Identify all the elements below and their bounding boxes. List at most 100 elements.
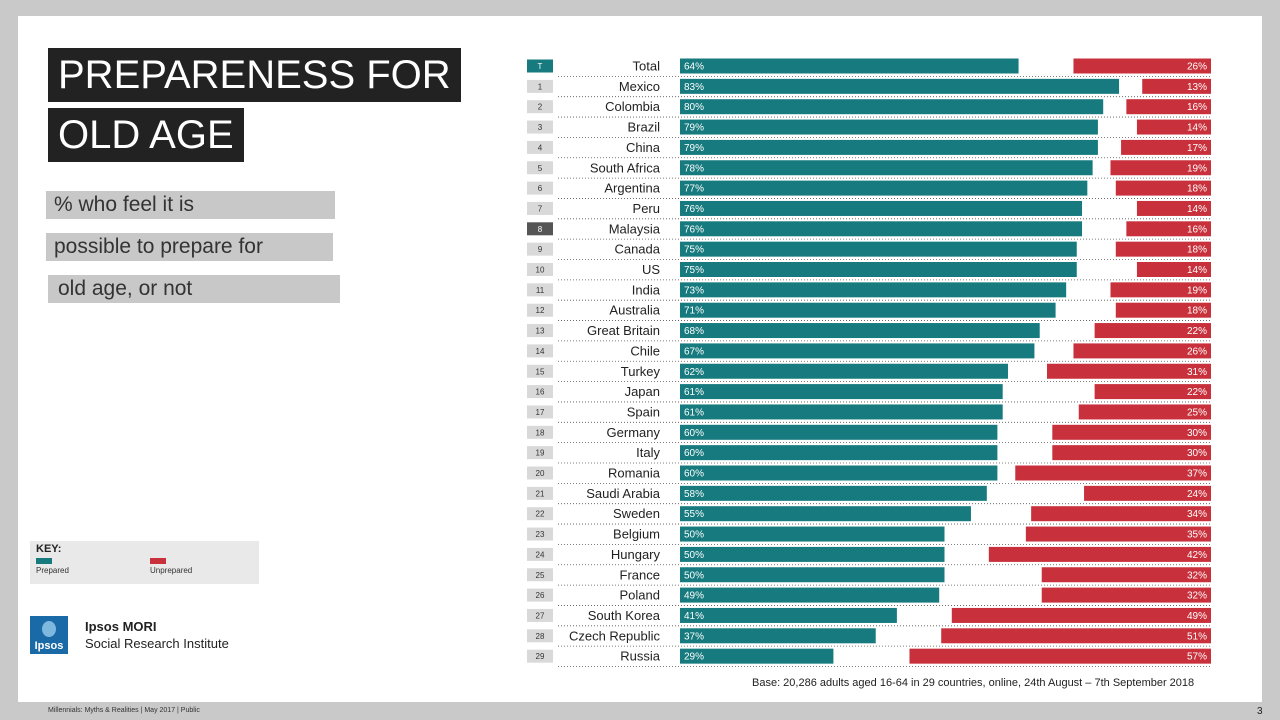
rank-badge xyxy=(527,425,553,439)
rank-label: 5 xyxy=(538,164,543,173)
bar-unprepared xyxy=(1078,404,1211,420)
value-label-unprepared: 51% xyxy=(1187,631,1207,642)
value-label-prepared: 58% xyxy=(684,489,704,500)
rank-label: 26 xyxy=(536,591,545,600)
rank-badge xyxy=(527,527,553,541)
rank-label: 2 xyxy=(538,103,543,112)
rank-badge xyxy=(527,507,553,521)
rank-label: 21 xyxy=(536,489,545,498)
bar-prepared xyxy=(680,58,1019,74)
footer-text: Millennials: Myths & Realities | May 201… xyxy=(48,707,200,714)
rank-label: 29 xyxy=(536,652,545,661)
rank-label: 16 xyxy=(536,388,545,397)
rank-badge xyxy=(527,100,553,114)
bar-prepared xyxy=(680,526,945,542)
rank-badge xyxy=(527,120,553,134)
legend: KEY: Prepared Unprepared xyxy=(30,541,259,584)
rank-label: 11 xyxy=(536,286,545,295)
value-label-unprepared: 25% xyxy=(1187,407,1207,418)
bar-prepared xyxy=(680,546,945,562)
value-label-prepared: 55% xyxy=(684,509,704,520)
subtitle-line-3: old age, or not xyxy=(48,275,340,303)
rank-label: 24 xyxy=(536,550,545,559)
value-label-unprepared: 19% xyxy=(1187,163,1207,174)
country-label: Poland xyxy=(620,588,660,603)
bar-unprepared xyxy=(1126,99,1211,115)
rank-label: 17 xyxy=(536,408,545,417)
country-label: South Korea xyxy=(588,608,661,623)
value-label-unprepared: 34% xyxy=(1187,509,1207,520)
brand-name: Ipsos MORI xyxy=(85,619,157,634)
bar-prepared xyxy=(680,241,1077,257)
bar-prepared xyxy=(680,139,1098,155)
value-label-prepared: 29% xyxy=(684,652,704,663)
bar-unprepared xyxy=(1047,363,1211,379)
rank-badge xyxy=(527,263,553,276)
value-label-unprepared: 14% xyxy=(1187,123,1207,134)
rank-label: 23 xyxy=(536,530,545,539)
value-label-prepared: 83% xyxy=(684,82,704,93)
rank-badge xyxy=(527,486,553,500)
country-label: Malaysia xyxy=(609,221,661,236)
country-label: Germany xyxy=(607,425,661,440)
value-label-unprepared: 35% xyxy=(1187,530,1207,541)
value-label-prepared: 62% xyxy=(684,367,704,378)
rank-badge xyxy=(527,324,553,338)
rank-label: 1 xyxy=(538,82,543,91)
bar-unprepared xyxy=(1110,282,1211,298)
value-label-prepared: 79% xyxy=(684,143,704,154)
value-label-prepared: 61% xyxy=(684,407,704,418)
bar-prepared xyxy=(680,587,940,603)
value-label-unprepared: 14% xyxy=(1187,265,1207,276)
value-label-unprepared: 18% xyxy=(1187,306,1207,317)
country-label: Hungary xyxy=(611,547,661,562)
value-label-prepared: 60% xyxy=(684,448,704,459)
value-label-unprepared: 16% xyxy=(1187,224,1207,235)
rank-label: 20 xyxy=(536,469,545,478)
value-label-unprepared: 17% xyxy=(1187,143,1207,154)
value-label-prepared: 79% xyxy=(684,123,704,134)
bar-unprepared xyxy=(1052,445,1211,461)
bar-unprepared xyxy=(1041,587,1211,603)
value-label-prepared: 67% xyxy=(684,346,704,357)
bar-unprepared xyxy=(1136,119,1211,135)
country-label: France xyxy=(620,567,660,582)
rank-label: 12 xyxy=(536,306,545,315)
country-label: India xyxy=(632,282,661,297)
bar-unprepared xyxy=(1110,160,1211,176)
bar-prepared xyxy=(680,628,876,644)
rank-badge xyxy=(527,59,553,73)
rank-label: 13 xyxy=(536,327,545,336)
rank-badge xyxy=(527,568,553,582)
rank-badge xyxy=(527,222,553,236)
bar-unprepared xyxy=(1052,424,1211,440)
country-label: South Africa xyxy=(590,160,661,175)
bar-unprepared xyxy=(1073,58,1211,74)
bar-prepared xyxy=(680,99,1104,115)
ipsos-logo-icon xyxy=(42,621,56,637)
bar-unprepared xyxy=(1115,180,1211,196)
rank-label: T xyxy=(538,62,543,71)
value-label-prepared: 60% xyxy=(684,428,704,439)
value-label-prepared: 75% xyxy=(684,265,704,276)
legend-label-prepared: Prepared xyxy=(36,566,69,575)
country-label: Brazil xyxy=(627,120,660,135)
value-label-prepared: 61% xyxy=(684,387,704,398)
value-label-prepared: 77% xyxy=(684,184,704,195)
value-label-unprepared: 26% xyxy=(1187,62,1207,73)
value-label-prepared: 60% xyxy=(684,469,704,480)
value-label-prepared: 71% xyxy=(684,306,704,317)
rank-badge xyxy=(527,303,553,317)
bar-prepared xyxy=(680,424,998,440)
subtitle-line-2: possible to prepare for xyxy=(46,233,333,261)
bar-prepared xyxy=(680,160,1093,176)
bar-prepared xyxy=(680,119,1098,135)
bar-unprepared xyxy=(1041,567,1211,583)
country-label: Czech Republic xyxy=(569,628,661,643)
rank-label: 18 xyxy=(536,428,545,437)
value-label-unprepared: 22% xyxy=(1187,326,1207,337)
rank-label: 22 xyxy=(536,510,545,519)
bar-unprepared xyxy=(1031,506,1211,522)
legend-swatch-unprepared xyxy=(150,558,166,564)
country-label: Australia xyxy=(609,303,660,318)
